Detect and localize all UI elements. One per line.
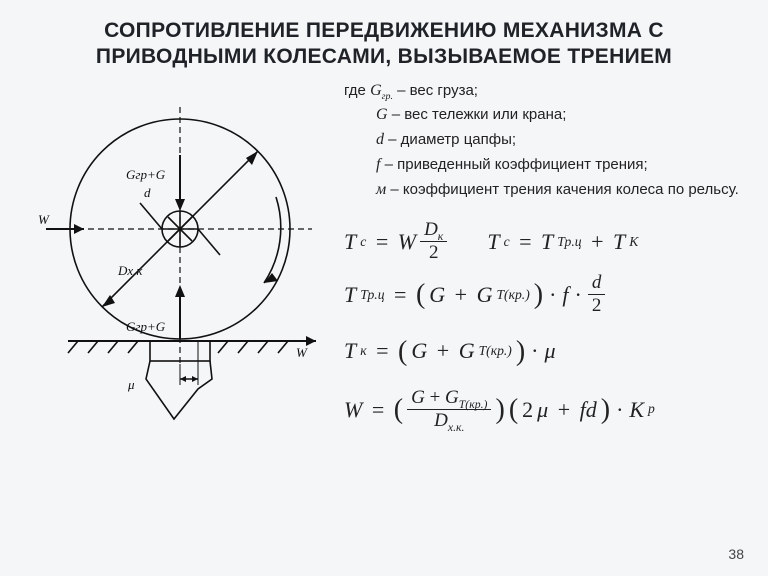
eq-W: W = ( G + GТ(кр.) Dх.к. ) (2μ + fd) ·Кр <box>344 384 655 434</box>
def-text-1: – вес тележки или крана; <box>392 106 567 123</box>
def-text-2: – диаметр цапфы; <box>388 131 516 148</box>
def-text-3: – приведенный коэффициент трения; <box>385 156 648 173</box>
page-title: СОПРОТИВЛЕНИЕ ПЕРЕДВИЖЕНИЮ МЕХАНИЗМА С П… <box>28 18 740 71</box>
def-sym-0: Gгр. <box>370 82 393 99</box>
eq-TTr: TТр.ц = (G + GТ(кр.)) ·f· d2 <box>344 269 605 319</box>
diagram-label-W-right: W <box>296 345 308 360</box>
diagram-label-Dxk: Dх.к <box>117 263 143 278</box>
diagram-column: W W Gгр+G Gгр+G d Dх.к μ <box>28 79 328 464</box>
wheel-diagram: W W Gгр+G Gгр+G d Dх.к μ <box>28 79 328 459</box>
def-sym-4: м <box>376 181 386 198</box>
where-label: где <box>344 82 366 99</box>
eq-Tk: Tк = (G + GТ(кр.)) ·μ <box>344 326 556 376</box>
text-column: где Gгр. – вес груза; G – вес тележки ил… <box>344 79 740 464</box>
eq-Tc-left: Tc = W Dк2 <box>344 220 447 263</box>
def-sym-2: d <box>376 131 384 148</box>
eq-Tc-right: Tc = TТр.ц + TК <box>487 222 638 262</box>
diagram-label-mu: μ <box>127 377 135 392</box>
page-number: 38 <box>728 546 744 562</box>
definitions-list: где Gгр. – вес груза; G – вес тележки ил… <box>344 79 740 203</box>
def-text-4: – коэффициент трения качения колеса по р… <box>390 181 738 198</box>
def-sym-1: G <box>376 106 388 123</box>
diagram-label-Gtop: Gгр+G <box>126 167 166 182</box>
diagram-label-d: d <box>144 185 151 200</box>
formula-block: Tc = W Dк2 Tc = TТр.ц + TК TТр.ц = (G + … <box>344 220 740 434</box>
def-sym-3: f <box>376 156 380 173</box>
diagram-label-Gbot: Gгр+G <box>126 319 166 334</box>
diagram-label-W-left: W <box>38 212 50 227</box>
def-text-0: – вес груза; <box>397 82 478 99</box>
